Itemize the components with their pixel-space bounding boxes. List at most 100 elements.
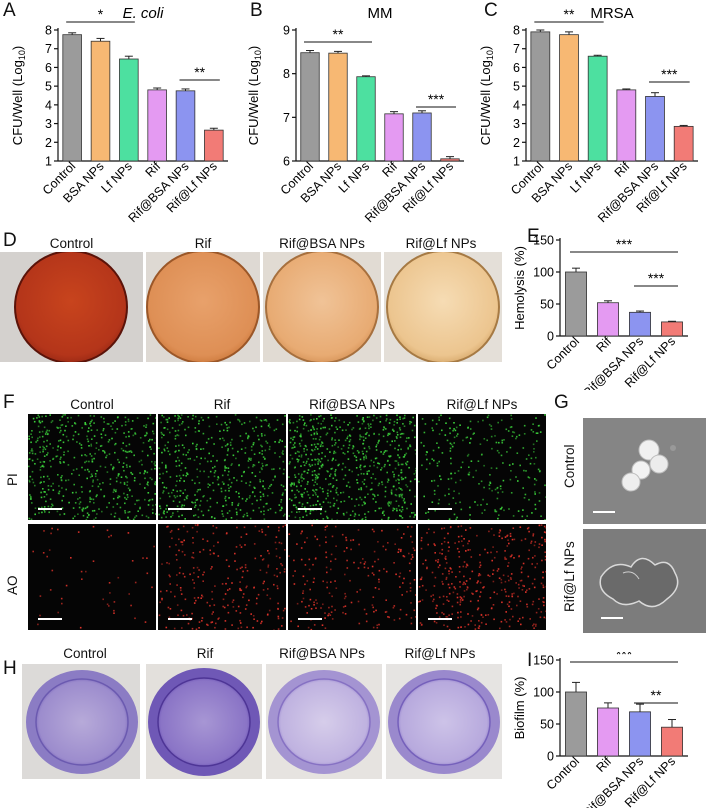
chart-e-sig-label: *** — [616, 236, 633, 252]
fluorescence-pi-rif-lf — [418, 414, 546, 520]
h-label-rif-lf: Rif@Lf NPs — [404, 646, 476, 661]
chart-a-tick-label: 7 — [45, 42, 52, 56]
chart-c-tick-label: 8 — [513, 24, 520, 38]
chart-c-title: MRSA — [590, 5, 633, 22]
h-label-control: Control — [63, 646, 107, 661]
dish-d-label-rif-bsa: Rif@BSA NPs — [279, 236, 365, 251]
chart-i-sig-label: ** — [651, 687, 662, 703]
chart-c-bar-lf-nps — [587, 55, 608, 162]
scale-bar — [428, 508, 452, 510]
chart-a-sig-label: * — [98, 6, 104, 22]
fluorescence-ao-rif-bsa — [288, 524, 416, 630]
chart-c-bar-bsa-nps — [559, 34, 579, 162]
chart-e-bar-rif-bsa-nps — [629, 311, 651, 337]
dish-d-label-control: Control — [49, 236, 94, 251]
panel-label-e: E — [527, 226, 540, 247]
f-col-rif-lf: Rif@Lf NPs — [446, 397, 518, 412]
chart-c-tick-label: 2 — [513, 136, 520, 150]
chart-c-tick-label: 7 — [513, 42, 520, 56]
f-row-ao: AO — [5, 575, 20, 595]
fluorescence-ao-control — [28, 524, 156, 630]
h-label-rif: Rif — [196, 646, 214, 661]
chart-e-bar-rif-lf-nps — [661, 321, 683, 337]
chart-e-category-rif: Rif — [593, 334, 614, 355]
chart-e-bar-control — [565, 271, 587, 337]
scale-bar — [38, 508, 62, 510]
chart-c-sig-label: ** — [564, 6, 575, 22]
chart-c-category-lf-nps: Lf NPs — [567, 159, 603, 195]
g-row-control: Control — [562, 444, 577, 488]
fluorescence-ao-rif-lf — [418, 524, 546, 630]
chart-c-bar-control — [530, 31, 551, 162]
f-col-rif: Rif — [213, 397, 231, 412]
chart-b-bar-control — [300, 52, 320, 162]
panel-label-f: F — [3, 392, 15, 413]
chart-i-bar-rif-lf-nps — [661, 726, 683, 757]
chart-a-bar-control — [62, 34, 82, 162]
panel-label-b: B — [250, 0, 263, 21]
fluorescence-pi-control — [28, 414, 156, 520]
chart-a-tick-label: 2 — [45, 136, 52, 150]
chart-a-tick-label: 8 — [45, 24, 52, 38]
chart-b-sig-label: ** — [333, 26, 344, 42]
scale-bar — [428, 618, 452, 620]
sem-image-control — [583, 418, 706, 524]
chart-e-bar-rif — [597, 302, 619, 337]
g-row-rif-lf: Rif@Lf NPs — [562, 541, 577, 612]
chart-b-bar-bsa-nps — [328, 52, 348, 162]
chart-b-sig-label: *** — [428, 91, 445, 107]
panel-label-g: G — [554, 392, 569, 413]
hemolysis-dish-photos — [0, 252, 502, 362]
chart-c-tick-label: 6 — [513, 61, 520, 75]
chart-e-tick-label: 0 — [547, 330, 554, 344]
chart-i-bar-control — [565, 691, 587, 757]
chart-i-tick-label: 100 — [533, 686, 554, 700]
chart-e-tick-label: 150 — [533, 234, 554, 248]
h-label-rif-bsa: Rif@BSA NPs — [279, 646, 365, 661]
chart-b-category-lf-nps: Lf NPs — [336, 159, 372, 195]
chart-a-bar-bsa-nps — [90, 40, 111, 162]
f-col-rif-bsa: Rif@BSA NPs — [309, 397, 395, 412]
scale-bar — [168, 508, 192, 510]
panel-label-c: C — [484, 0, 498, 21]
chart-c-bar-rif — [616, 89, 637, 162]
chart-c-tick-label: 3 — [513, 117, 520, 131]
chart-a-category-lf-nps: Lf NPs — [99, 159, 135, 195]
chart-a-title: E. coli — [123, 5, 165, 22]
chart-a-tick-label: 3 — [45, 117, 52, 131]
chart-c-ylabel: CFU/Well (Log10) — [478, 46, 495, 145]
chart-b-tick-label: 9 — [283, 24, 290, 38]
chart-a-tick-label: 5 — [45, 80, 52, 94]
chart-c-category-rif: Rif — [612, 159, 633, 180]
chart-e-tick-label: 50 — [540, 298, 554, 312]
chart-i-bar-rif-bsa-nps — [629, 711, 651, 757]
chart-a-bar-rif-lf-nps — [204, 129, 224, 162]
chart-b-tick-label: 8 — [283, 67, 290, 81]
chart-c-sig-label: *** — [661, 66, 678, 82]
panel-label-i: I — [527, 650, 533, 671]
fluorescence-ao-rif — [158, 524, 286, 630]
chart-a-sig-label: ** — [194, 64, 205, 80]
chart-e-ylabel: Hemolysis (%) — [512, 246, 527, 330]
chart-a-bar-rif-bsa-nps — [175, 90, 196, 162]
panel-label-h: H — [3, 658, 17, 679]
scale-bar — [298, 508, 322, 510]
chart-b-category-rif: Rif — [379, 159, 400, 180]
sem-image-rif-lf — [583, 529, 706, 633]
chart-b-bar-rif-bsa-nps — [412, 112, 432, 162]
chart-i-bar-rif — [597, 707, 619, 757]
chart-a-bar-rif — [147, 89, 167, 162]
chart-c-tick-label: 5 — [513, 80, 520, 94]
f-col-control: Control — [70, 397, 114, 412]
chart-a-ylabel: CFU/Well (Log10) — [10, 46, 27, 145]
chart-b-title: MM — [368, 5, 393, 22]
chart-i-sig-label: *** — [616, 652, 633, 662]
chart-b-tick-label: 7 — [283, 111, 290, 125]
chart-b-bar-rif — [384, 113, 404, 162]
chart-b-bar-lf-nps — [356, 76, 376, 162]
